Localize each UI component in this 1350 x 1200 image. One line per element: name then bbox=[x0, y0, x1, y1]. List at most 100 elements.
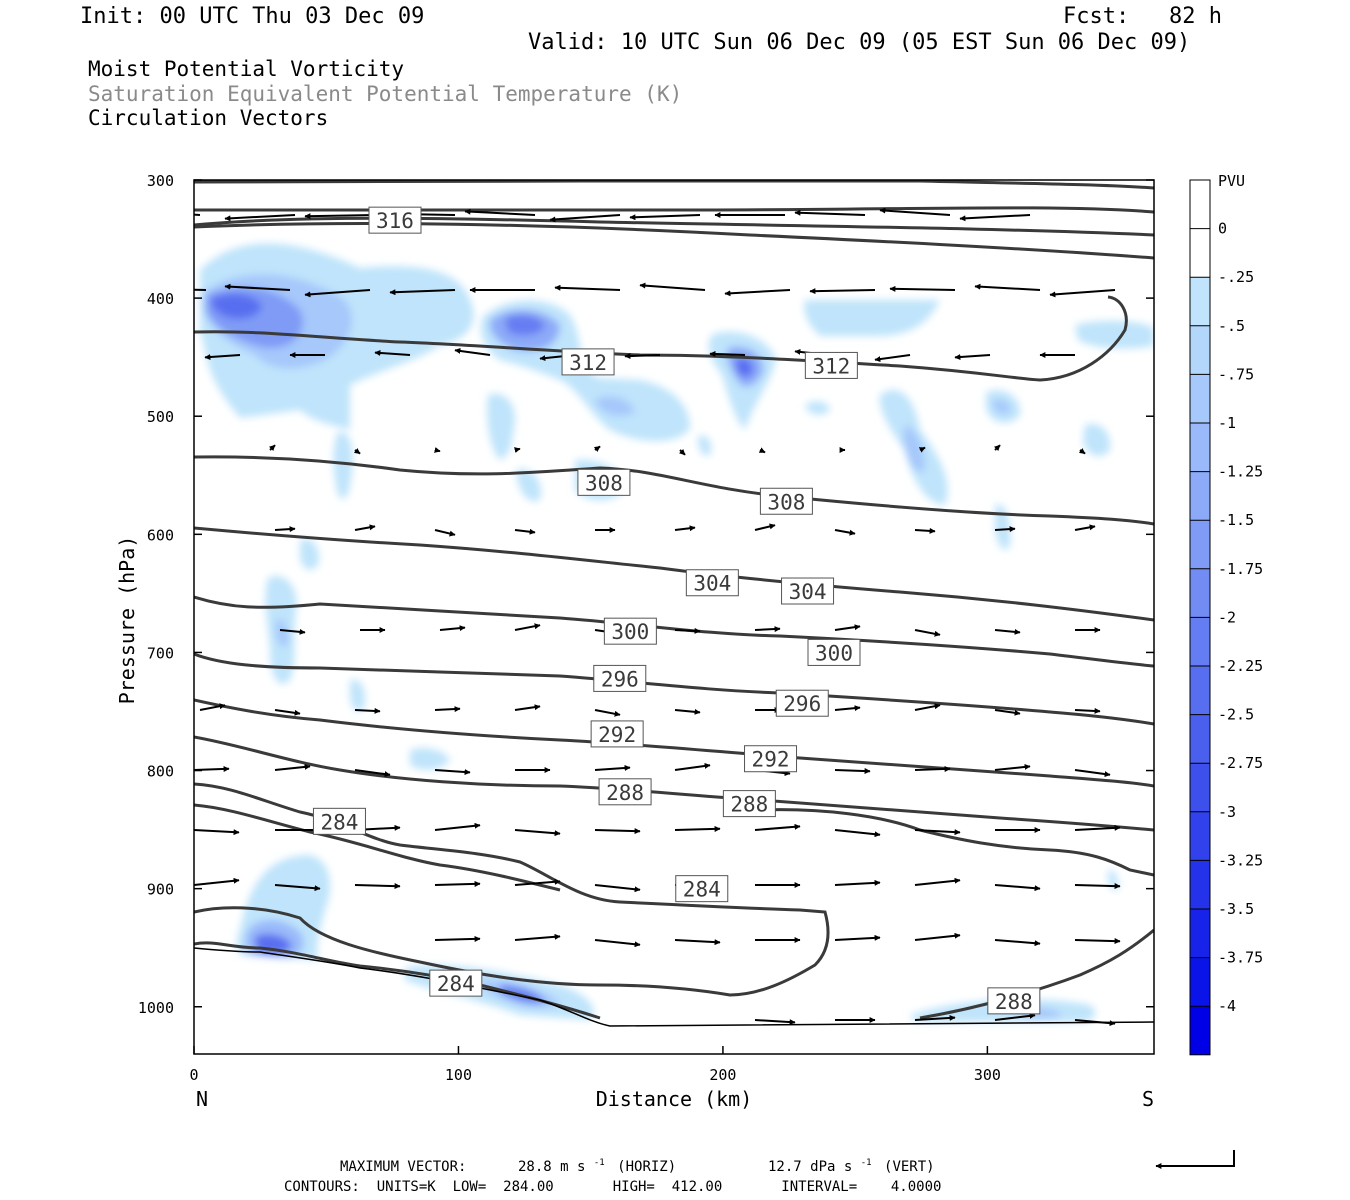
contour-label: 312 bbox=[812, 354, 850, 378]
contour-label-box bbox=[775, 689, 829, 717]
circulation-vector bbox=[994, 1012, 1036, 1021]
circulation-vector bbox=[194, 288, 207, 291]
circulation-vector bbox=[464, 208, 536, 216]
circulation-vector bbox=[994, 526, 1016, 533]
circulation-vector bbox=[514, 878, 561, 886]
colorbar-label: -1.75 bbox=[1218, 560, 1263, 578]
circulation-vector bbox=[204, 354, 241, 361]
contour-line bbox=[194, 698, 1154, 788]
circulation-vector bbox=[794, 209, 866, 216]
contour-label: 304 bbox=[693, 572, 731, 596]
contour-line bbox=[194, 595, 1154, 668]
circulation-vector bbox=[994, 628, 1021, 635]
colorbar-swatch bbox=[1190, 957, 1210, 1007]
contour-label: 308 bbox=[767, 490, 805, 514]
circulation-vector bbox=[549, 214, 621, 223]
contour-label-box bbox=[593, 664, 647, 692]
circulation-vector bbox=[879, 207, 951, 216]
contour-line bbox=[194, 222, 1154, 260]
circulation-vector bbox=[514, 933, 561, 941]
y-axis-title: Pressure (hPa) bbox=[115, 536, 139, 705]
contour-label-box bbox=[368, 206, 422, 234]
colorbar-swatch bbox=[1190, 374, 1210, 423]
circulation-vector bbox=[354, 707, 381, 714]
contour-label: 292 bbox=[752, 748, 790, 772]
contour-line bbox=[759, 808, 1154, 877]
circulation-vector bbox=[1078, 448, 1086, 455]
circulation-vector bbox=[354, 524, 376, 531]
colorbar-label: -.25 bbox=[1218, 268, 1254, 286]
circulation-vector bbox=[353, 448, 361, 455]
contour-label: 288 bbox=[730, 793, 768, 817]
contour-label-box bbox=[312, 807, 366, 835]
circulation-vector bbox=[594, 828, 641, 835]
colorbar-swatch bbox=[1190, 228, 1210, 278]
forecast-hour: Fcst: 82 h bbox=[1063, 4, 1222, 29]
x-tick-label: 300 bbox=[974, 1066, 1001, 1084]
circulation-vector bbox=[914, 1014, 956, 1021]
circulation-vector bbox=[914, 527, 936, 534]
circulation-vector bbox=[754, 626, 781, 633]
circulation-vector bbox=[639, 282, 706, 291]
contour-line bbox=[194, 803, 561, 892]
contour-label-box bbox=[561, 348, 615, 376]
contour-label: 288 bbox=[995, 990, 1033, 1014]
contour-label: 308 bbox=[585, 471, 623, 495]
max-vert-value: 12.7 dPa s bbox=[768, 1159, 852, 1175]
circulation-vector bbox=[809, 288, 876, 295]
colorbar-swatch bbox=[1190, 277, 1210, 326]
contour-label-box bbox=[685, 569, 739, 597]
circulation-vector bbox=[594, 764, 631, 771]
circulation-vector bbox=[194, 829, 240, 836]
colorbar-swatch bbox=[1190, 423, 1210, 472]
circulation-vector bbox=[274, 526, 296, 533]
contour-line bbox=[194, 455, 1154, 526]
colorbar-swatch bbox=[1190, 325, 1210, 375]
colorbar-label: -4 bbox=[1218, 997, 1236, 1015]
colorbar-label: -1.5 bbox=[1218, 511, 1254, 529]
terrain-surface bbox=[194, 947, 1154, 1027]
colorbar-title: PVU bbox=[1218, 172, 1245, 190]
contour-label-box bbox=[807, 638, 861, 666]
circulation-vector bbox=[674, 762, 711, 771]
circulation-vector bbox=[454, 347, 491, 356]
circulation-vector bbox=[874, 354, 911, 363]
y-tick-label: 700 bbox=[147, 644, 174, 662]
y-tick-label: 800 bbox=[147, 763, 174, 781]
x-tick-label: 100 bbox=[445, 1066, 472, 1084]
circulation-vector bbox=[834, 624, 861, 631]
circulation-vector bbox=[974, 283, 1041, 291]
contour-label: 312 bbox=[569, 351, 607, 375]
contour-label-box bbox=[759, 487, 813, 515]
circulation-vector bbox=[994, 939, 1041, 947]
colorbar-label: -2.5 bbox=[1218, 706, 1254, 724]
contour-label-box bbox=[675, 875, 729, 903]
contour-label-box bbox=[590, 720, 644, 748]
circulation-vector bbox=[674, 525, 696, 532]
contour-label-box bbox=[598, 778, 652, 806]
colorbar-label: -1.25 bbox=[1218, 463, 1263, 481]
contour-label-box bbox=[804, 351, 858, 379]
circulation-vector bbox=[434, 447, 441, 453]
y-axis: 300 400 500 600 700 800 900 1000 bbox=[138, 172, 1154, 1017]
colorbar-label: -2 bbox=[1218, 608, 1236, 626]
colorbar-label: -2.75 bbox=[1218, 754, 1263, 772]
circulation-vector bbox=[304, 213, 376, 220]
contour-label: 304 bbox=[789, 580, 827, 604]
circulation-vector bbox=[514, 829, 561, 837]
contour-line bbox=[194, 295, 1128, 382]
colorbar-label: -3.5 bbox=[1218, 900, 1254, 918]
colorbar-label: -.5 bbox=[1218, 317, 1245, 335]
max-vert-exponent: -1 bbox=[861, 1158, 872, 1168]
circulation-vector bbox=[834, 705, 861, 712]
contour-labels: 316 312 312 308 308 304 304 300 300 296 296 292 292 2… bbox=[312, 206, 1041, 1015]
circulation-vector bbox=[1049, 289, 1116, 298]
contour-info: CONTOURS: UNITS=K LOW= 284.00 HIGH= 412.… bbox=[284, 1179, 941, 1195]
circulation-vector bbox=[994, 763, 1031, 771]
contour-label-box bbox=[987, 987, 1041, 1015]
x-axis-title: Distance (km) bbox=[596, 1087, 753, 1111]
colorbar-swatch bbox=[1190, 860, 1210, 909]
pv-colorbar: 0 -.25 -.5 -.75 -1 -1.25 -1.5 -1.75 -2 -2.25 -2.5 -… bbox=[1189, 179, 1263, 1056]
circulation-vector bbox=[914, 932, 961, 941]
circulation-vector bbox=[914, 829, 961, 836]
